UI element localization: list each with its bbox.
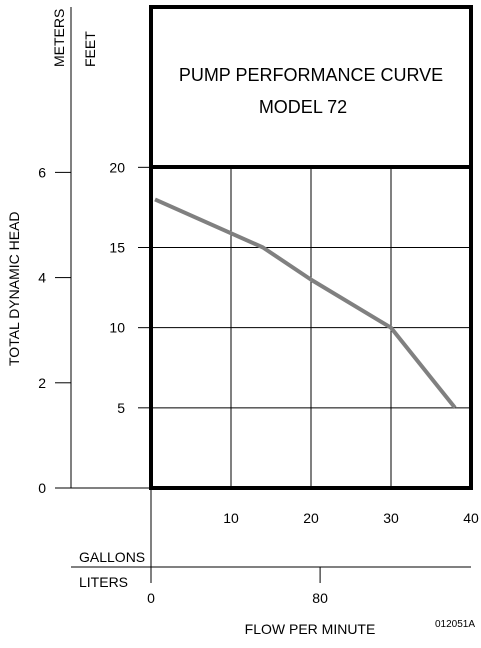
feet-tick-label: 5 [117,400,125,416]
chart-subtitle: MODEL 72 [259,97,347,117]
performance-curve [154,197,457,410]
liters-unit-label: LITERS [79,574,128,590]
meters-unit-label: METERS [51,9,67,67]
feet-tick-labels: 5 10 15 20 [109,159,151,416]
meter-tick-label: 6 [38,164,46,180]
meter-tick-label: 4 [38,270,46,286]
gallon-tick-label: 10 [223,510,239,526]
gallon-tick-labels: 10 20 30 40 [223,510,479,526]
meter-tick-label: 2 [38,375,46,391]
y-axis-label: TOTAL DYNAMIC HEAD [6,211,22,366]
meter-tick-label: 0 [38,480,46,496]
gallons-unit-label: GALLONS [79,549,145,565]
grid-lines [151,167,471,488]
meter-ticks: 0 2 4 6 [38,164,71,496]
feet-tick-label: 10 [109,320,125,336]
title-box [149,5,473,169]
gallon-tick-label: 40 [463,510,479,526]
chart-title: PUMP PERFORMANCE CURVE [179,65,443,85]
feet-tick-label: 15 [109,240,125,256]
gallon-tick-label: 20 [303,510,319,526]
liter-tick-label: 0 [147,590,155,606]
feet-tick-label: 20 [109,159,125,175]
figure-code: 012051A [435,619,475,630]
feet-unit-label: FEET [82,31,98,67]
gallon-tick-label: 30 [383,510,399,526]
x-axis-label: FLOW PER MINUTE [245,621,376,637]
liter-ticks: 0 80 [147,567,328,606]
liter-tick-label: 80 [312,590,328,606]
